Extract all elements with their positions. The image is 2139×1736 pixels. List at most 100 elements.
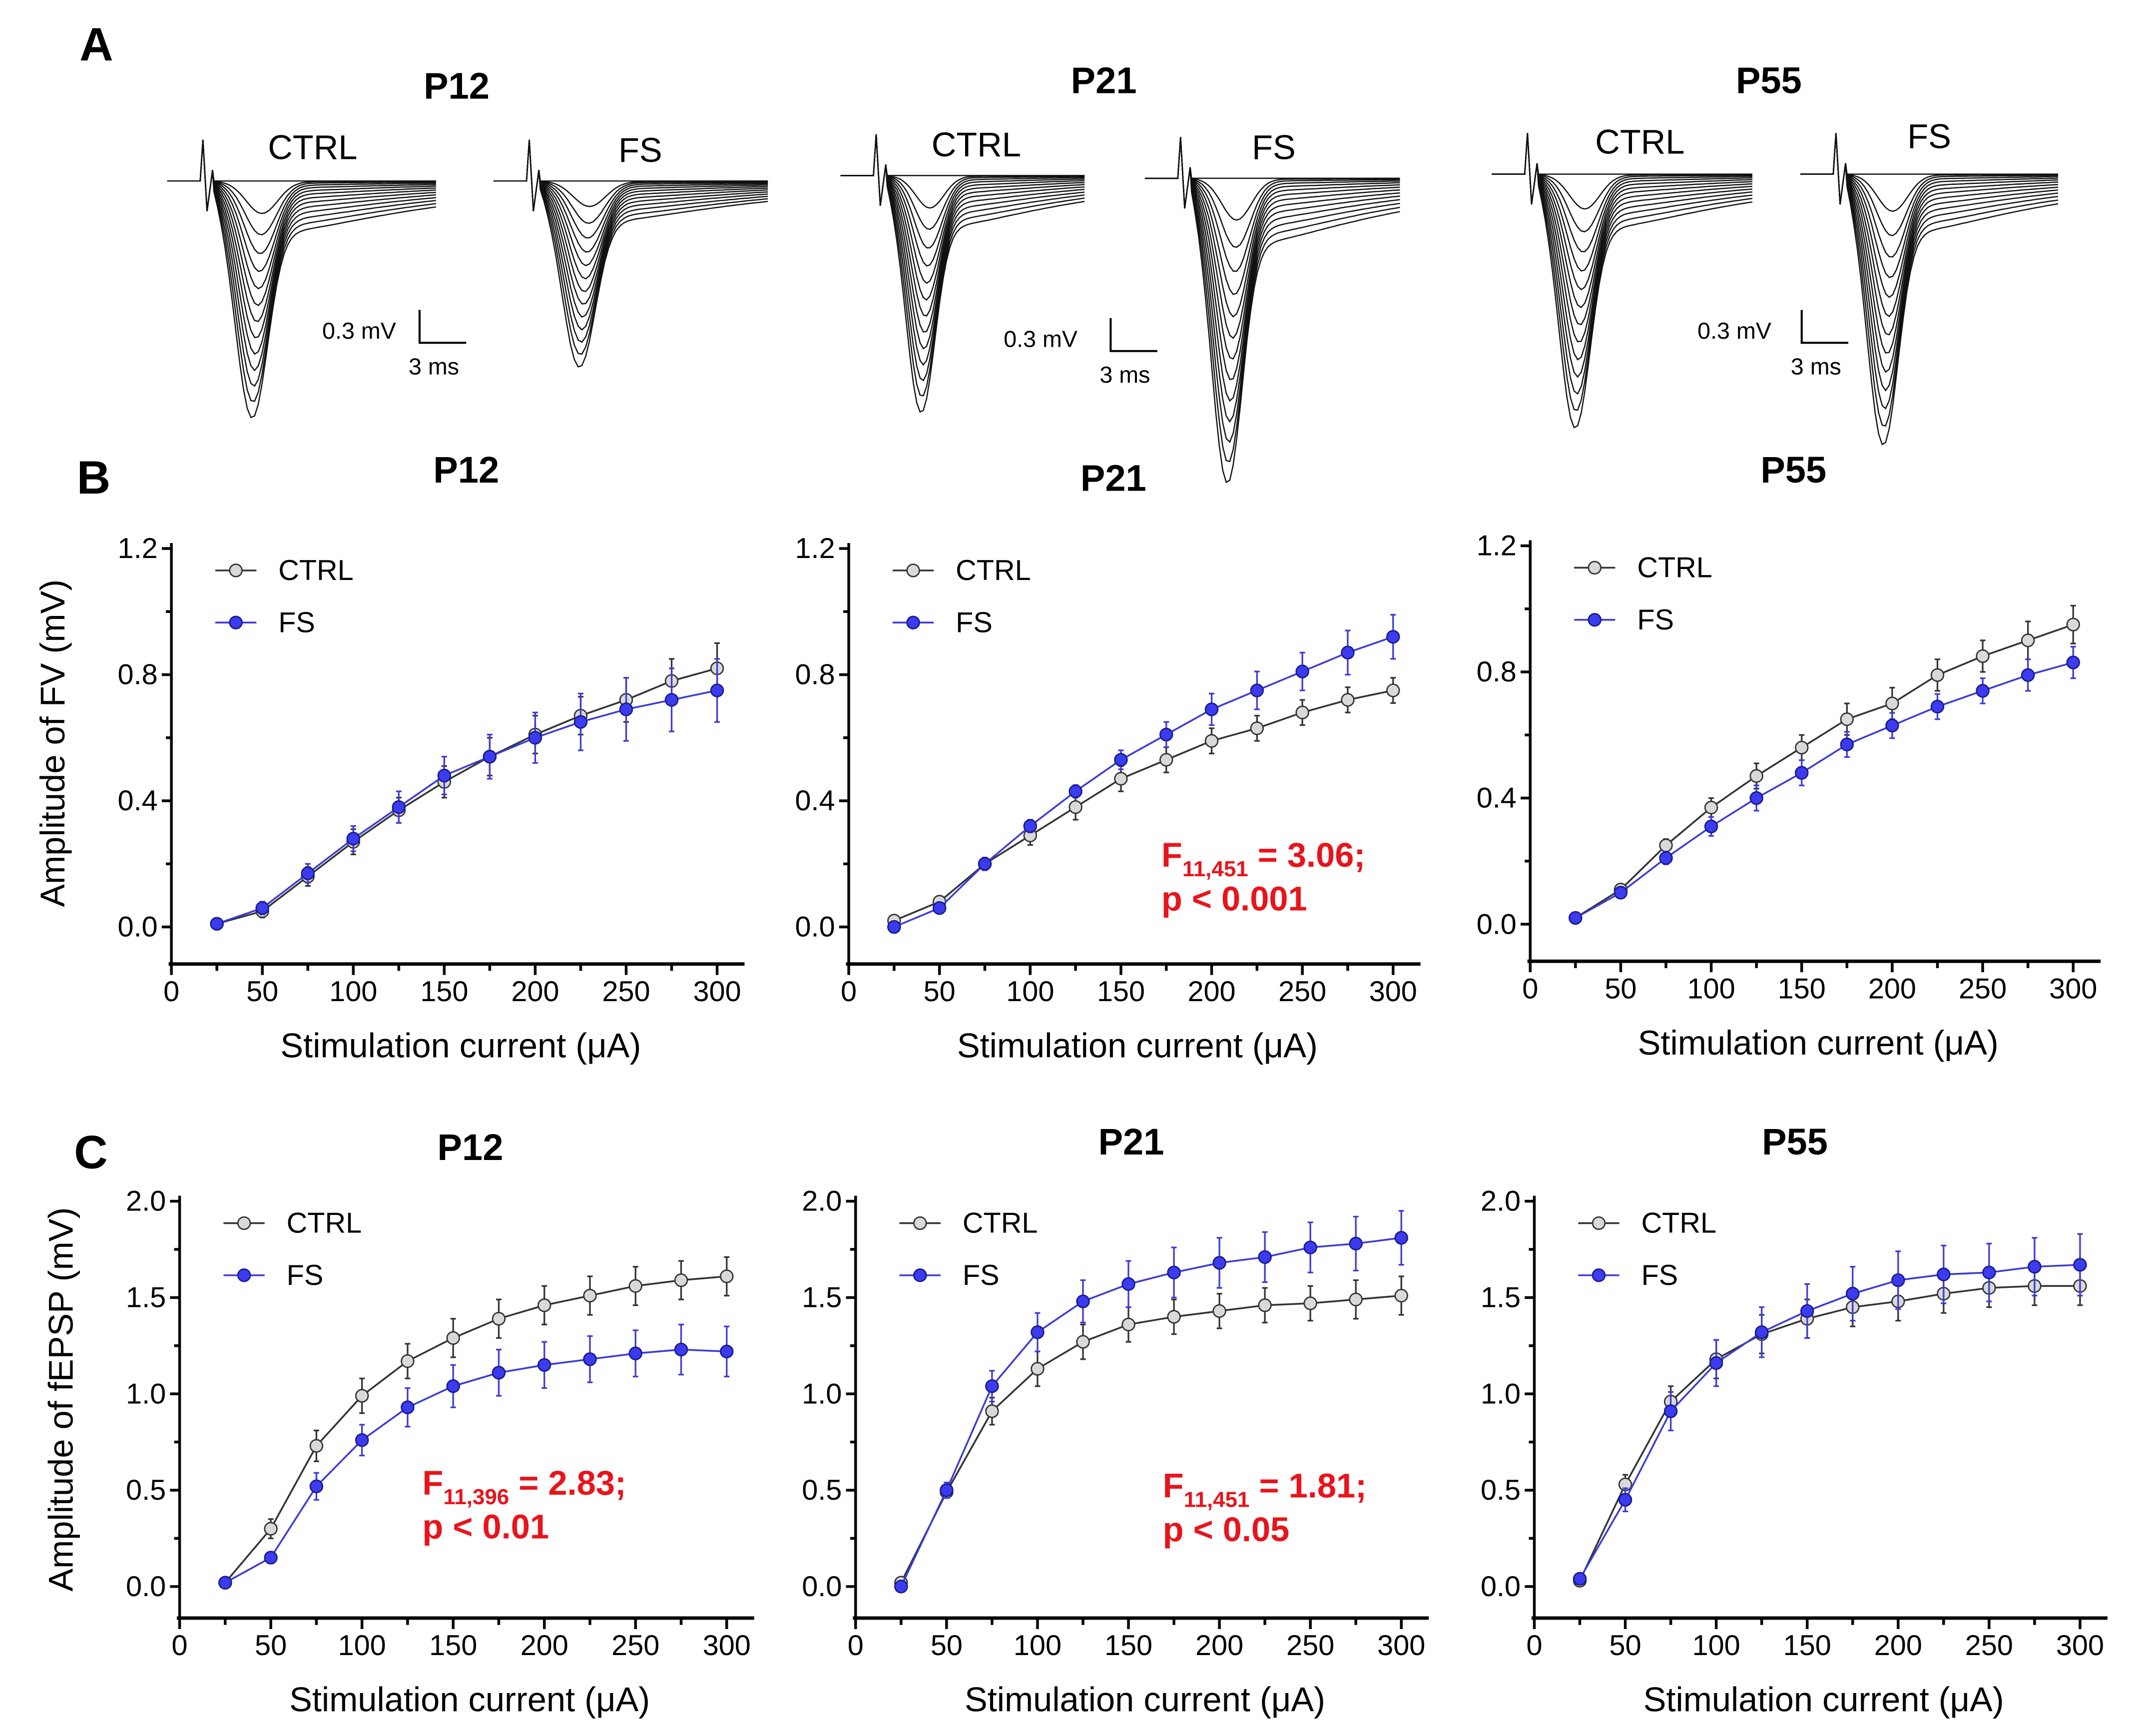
fs-trace (1144, 137, 1400, 339)
data-point (2021, 633, 2035, 647)
data-point (1704, 800, 1718, 815)
scale-bar (1800, 310, 1849, 344)
x-tick-label: 100 (338, 1630, 386, 1662)
legend-label: FS (287, 1259, 324, 1291)
data-point (1069, 800, 1082, 814)
stat-value: = 1.81; (1249, 1466, 1367, 1505)
data-point (1023, 819, 1038, 833)
data-point (1386, 629, 1400, 644)
data-point (1341, 693, 1355, 707)
data-point (1349, 1292, 1363, 1306)
ctrl-trace-label: CTRL (932, 125, 1021, 164)
data-point (1167, 1310, 1181, 1324)
x-axis-label: Stimulation current (μA) (289, 1681, 650, 1719)
x-tick-label: 300 (2056, 1630, 2104, 1662)
data-point (301, 866, 315, 880)
legend-label: CTRL (963, 1207, 1038, 1239)
stat-subscript: 11,451 (1182, 857, 1248, 881)
x-tick-label: 250 (1959, 973, 2007, 1005)
trace-group-p12: P12 CTRL FS 0.3 mV 3 ms (167, 65, 768, 419)
legend-marker (237, 1216, 251, 1230)
y-tick-label: 0.0 (795, 911, 835, 943)
chart-title: P21 (1098, 1121, 1164, 1162)
data-point (537, 1358, 551, 1372)
data-point (720, 1269, 734, 1283)
trace-group-title: P55 (1736, 60, 1802, 101)
fs-trace (494, 139, 768, 343)
data-point (2066, 617, 2080, 632)
series-line (216, 667, 718, 925)
data-point (674, 1342, 688, 1357)
data-point (1754, 1325, 1769, 1339)
data-point (309, 1479, 324, 1493)
legend-label: FS (1641, 1259, 1678, 1291)
data-point (1295, 705, 1309, 719)
data-point (392, 800, 406, 814)
fs-trace (1144, 137, 1400, 402)
x-axis-label: Stimulation current (μA) (280, 1026, 641, 1065)
x-tick-label: 200 (1195, 1630, 1243, 1662)
series-line (894, 689, 1394, 922)
legend-marker (229, 615, 243, 629)
data-point (1795, 740, 1809, 755)
data-point (1212, 1304, 1226, 1318)
x-tick-label: 50 (255, 1630, 287, 1662)
data-point (1704, 819, 1718, 834)
y-tick-label: 1.0 (126, 1378, 166, 1410)
data-point (309, 1439, 324, 1453)
fs-trace-label: FS (1252, 128, 1296, 166)
data-point (210, 917, 224, 931)
fs-trace (1800, 133, 2059, 236)
fs-trace (494, 139, 768, 305)
data-point (2073, 1258, 2087, 1272)
ctrl-trace (167, 139, 436, 306)
ctrl-trace (1492, 133, 1753, 343)
data-point (1031, 1362, 1045, 1376)
data-point (1204, 702, 1219, 716)
fs-trace (1144, 137, 1400, 295)
x-tick-label: 100 (1006, 976, 1054, 1008)
ctrl-trace (1492, 133, 1752, 210)
chart-b-p55: P55 0.0 0.4 0.8 1.2 0 50 100 150 200 250 300 Stimula… (1477, 449, 2101, 1062)
data-point (401, 1354, 415, 1368)
x-tick-label: 100 (1687, 973, 1735, 1005)
panel-letter-b: B (77, 452, 110, 504)
data-point (1930, 668, 1945, 682)
y-tick-label: 0.0 (118, 911, 158, 943)
data-point (1749, 769, 1763, 783)
ctrl-trace (167, 139, 437, 372)
data-point (1341, 645, 1355, 660)
ctrl-trace (167, 139, 436, 254)
legend-label: CTRL (956, 555, 1031, 586)
fs-trace (1144, 137, 1400, 318)
x-tick-label: 150 (1097, 976, 1145, 1008)
fs-trace (1144, 137, 1400, 248)
chart-c-p12: P12 0.0 0.5 1.0 1.5 2.0 0 50 100 150 200 250 300 Stim… (41, 1127, 754, 1719)
data-point (2066, 655, 2080, 669)
x-tick-label: 200 (1874, 1630, 1922, 1662)
ctrl-trace-label: CTRL (268, 128, 357, 166)
data-point (1749, 791, 1763, 805)
series-line (1575, 623, 2074, 919)
fs-trace (1144, 137, 1400, 380)
data-point (446, 1379, 460, 1393)
ctrl-trace (167, 139, 437, 402)
data-point (1076, 1294, 1090, 1308)
data-point (1303, 1240, 1317, 1254)
ctrl-trace (840, 134, 1085, 350)
y-tick-label: 0.4 (1477, 782, 1517, 814)
fs-trace (1800, 133, 2059, 258)
fs-trace (1800, 133, 2059, 354)
fs-trace (1144, 137, 1400, 463)
ctrl-trace (1492, 133, 1752, 272)
chart-title: P55 (1760, 449, 1826, 491)
x-tick-label: 100 (329, 976, 377, 1008)
data-point (1303, 1296, 1317, 1310)
data-point (492, 1312, 506, 1326)
ctrl-trace (840, 134, 1085, 267)
data-point (1349, 1236, 1363, 1251)
ctrl-trace (840, 134, 1085, 333)
data-point (1613, 886, 1628, 900)
y-tick-label: 0.8 (1477, 656, 1517, 688)
ctrl-trace (1492, 133, 1753, 378)
